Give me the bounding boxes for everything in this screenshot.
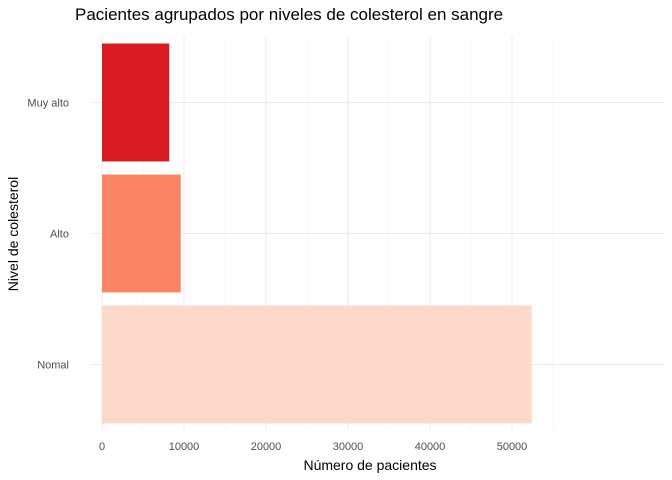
x-tick-label: 20000 — [251, 441, 282, 453]
x-axis-title: Número de pacientes — [303, 457, 436, 473]
bar-muy-alto — [102, 43, 170, 162]
chart-title: Pacientes agrupados por niveles de coles… — [75, 5, 503, 24]
y-tick-labels: Nomal Alto Muy alto — [27, 98, 69, 372]
y-tick-label: Alto — [50, 229, 69, 241]
x-tick-label: 10000 — [169, 441, 200, 453]
x-tick-label: 0 — [99, 441, 105, 453]
x-tick-label: 50000 — [497, 441, 528, 453]
bar-nomal — [102, 305, 532, 424]
y-axis-title: Nivel de colesterol — [5, 177, 21, 291]
y-tick-label: Nomal — [37, 360, 69, 372]
bar-alto — [102, 174, 181, 293]
x-tick-labels: 0 10000 20000 30000 40000 50000 — [99, 441, 527, 453]
y-tick-label: Muy alto — [27, 98, 69, 110]
bars — [102, 43, 532, 424]
x-tick-label: 30000 — [333, 441, 364, 453]
x-tick-label: 40000 — [415, 441, 446, 453]
